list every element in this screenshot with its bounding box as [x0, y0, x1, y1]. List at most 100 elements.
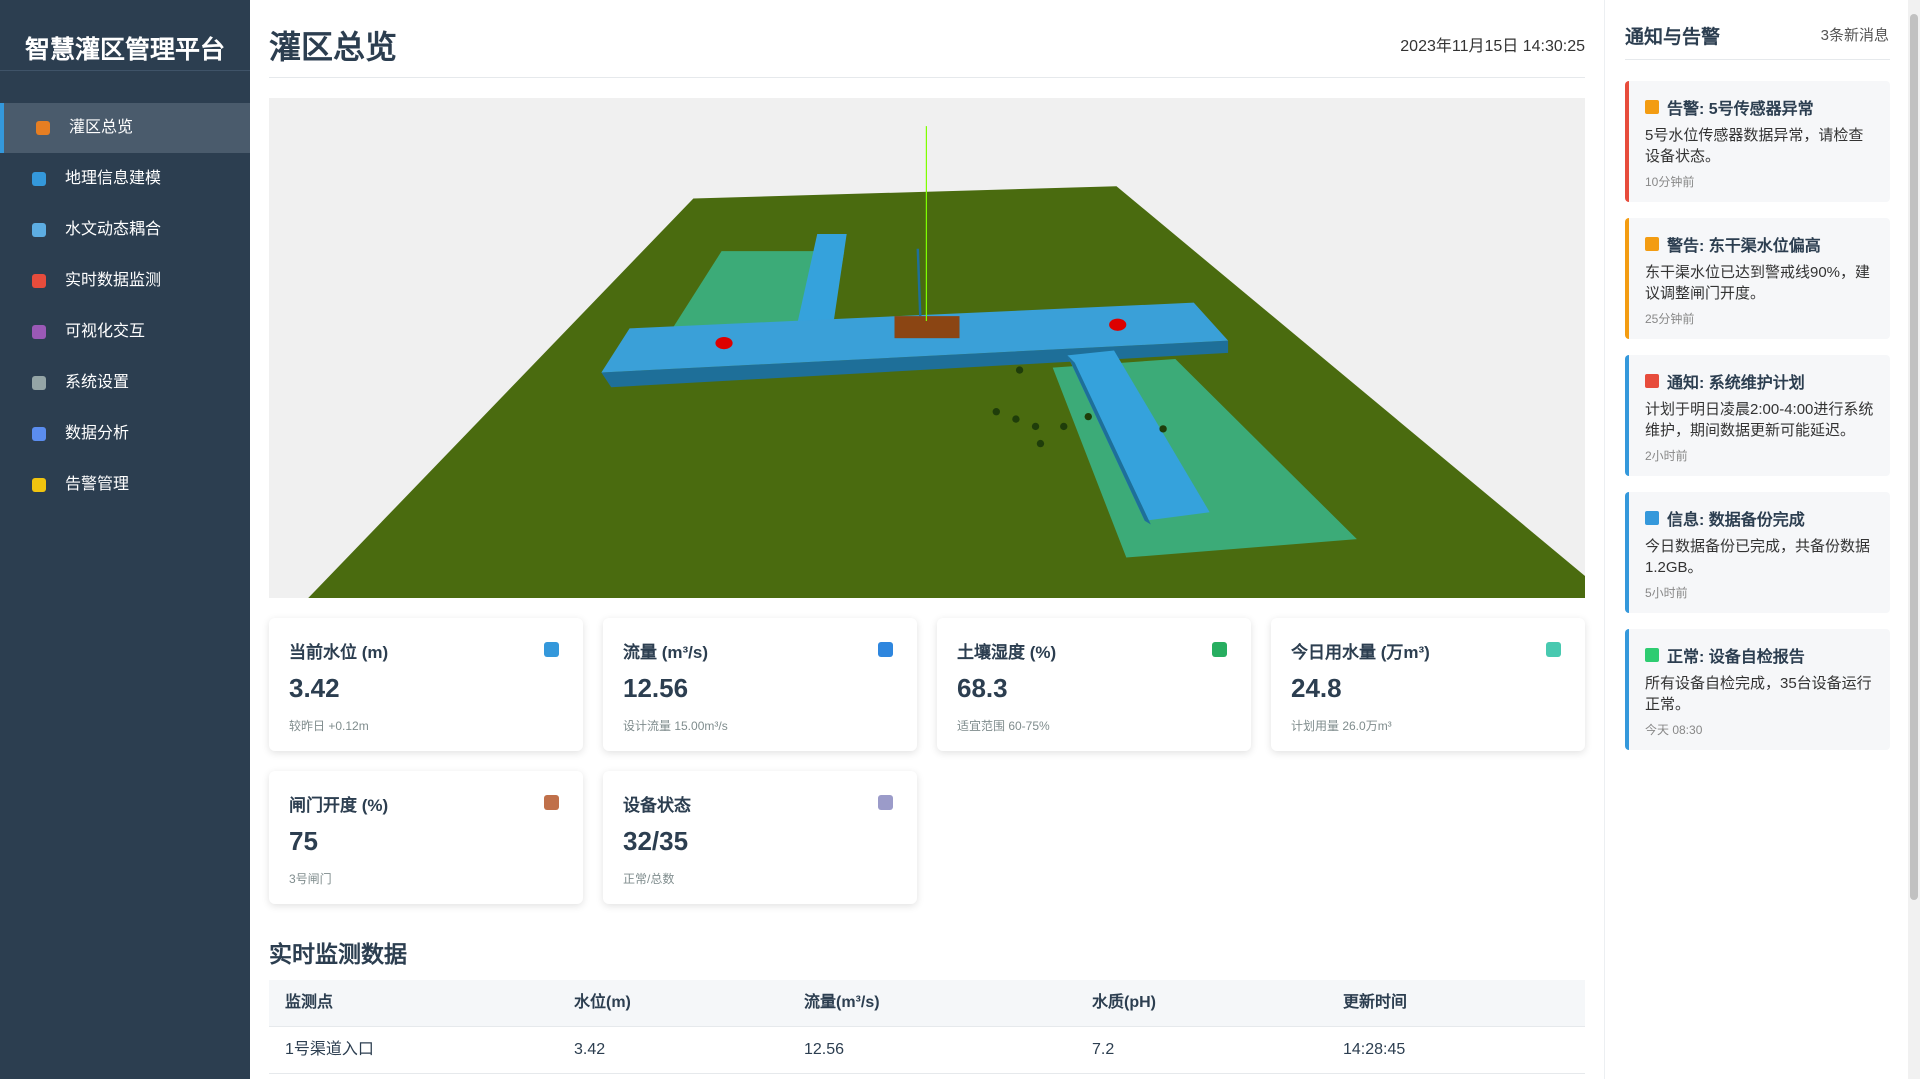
menu-item[interactable]: 系统设置 [0, 358, 250, 408]
notification-body: 东干渠水位已达到警戒线90%，建议调整闸门开度。 [1645, 264, 1871, 302]
notification[interactable]: 通知: 系统维护计划计划于明日凌晨2:00-4:00进行系统维护，期间数据更新可… [1625, 355, 1890, 476]
stat-icon [878, 795, 893, 810]
stat-label: 土壤湿度 (%) [957, 643, 1057, 662]
notification[interactable]: 正常: 设备自检报告所有设备自检完成，35台设备运行正常。今天 08:30 [1625, 629, 1890, 750]
notification-icon [1645, 511, 1659, 525]
notification-title: 告警: 5号传感器异常 [1645, 95, 1876, 119]
menu-icon [32, 325, 46, 339]
stat-label: 闸门开度 (%) [289, 796, 389, 815]
datetime: 2023年11月15日 14:30:25 [1400, 38, 1585, 55]
stat-label: 当前水位 (m) [289, 643, 389, 662]
notification-title: 正常: 设备自检报告 [1645, 643, 1876, 667]
stat-icon [1212, 642, 1227, 657]
section-title: 实时监测数据 [269, 941, 407, 967]
notification-panel: 通知与告警 3条新消息 告警: 5号传感器异常 5号水位传感器数据异常，请检查设备… [1604, 0, 1909, 1079]
stat-card: 闸门开度 (%) 75 3号闸门 [269, 771, 583, 904]
main: 灌区总览 2023年11月15日 14:30:25 当前水位 (m) 3.42 较昨… [269, 0, 1585, 1079]
scroll-thumb[interactable] [1910, 14, 1918, 900]
stat-card: 当前水位 (m) 3.42 较昨日 +0.12m [269, 618, 583, 751]
notification-title: 信息: 数据备份完成 [1645, 506, 1876, 530]
notification-icon [1645, 374, 1659, 388]
menu-icon [32, 376, 46, 390]
notification[interactable]: 告警: 5号传感器异常 5号水位传感器数据异常，请检查设备状态。 10分钟前 [1625, 81, 1890, 202]
notification-title-text: 正常: 设备自检报告 [1667, 649, 1805, 666]
menu-item[interactable]: 可视化交互 [0, 307, 250, 357]
channel-side [601, 340, 1229, 388]
stat-value: 3.42 [289, 673, 340, 703]
sidebar: 智慧灌区管理平台 灌区总览 地理信息建模 水文动态耦合 实时数据监测 可视化交互 系统设置… [0, 0, 250, 1079]
stat-value: 12.56 [623, 673, 689, 703]
3d-scene[interactable] [269, 98, 1585, 598]
scrollbar[interactable] [1908, 0, 1920, 1079]
trees [992, 366, 1167, 448]
notification-title-text: 警告: 东干渠水位偏高 [1667, 238, 1821, 255]
column-header: 水质(pH) [1092, 994, 1156, 1011]
notification-title: 通知: 系统维护计划 [1645, 369, 1876, 393]
notification-body: 5号水位传感器数据异常，请检查设备状态。 [1645, 127, 1864, 165]
notification-list: 告警: 5号传感器异常 5号水位传感器数据异常，请检查设备状态。 10分钟前警告: … [1625, 81, 1890, 750]
stat-icon [544, 795, 559, 810]
notification-title: 警告: 东干渠水位偏高 [1645, 232, 1876, 256]
table-cell: 7.2 [1092, 1041, 1115, 1058]
menu-item[interactable]: 数据分析 [0, 409, 250, 459]
stat-value: 68.3 [957, 673, 1008, 703]
notification[interactable]: 警告: 东干渠水位偏高东干渠水位已达到警戒线90%，建议调整闸门开度。 25分钟前 [1625, 218, 1890, 339]
stat-icon [1546, 642, 1561, 657]
stat-value: 24.8 [1291, 673, 1342, 703]
stat-value: 32/35 [623, 826, 689, 856]
stat-value: 75 [289, 826, 318, 856]
gate [894, 316, 960, 339]
notification-title-text: 告警: 5号传感器异常 [1667, 101, 1814, 118]
notification-body: 计划于明日凌晨2:00-4:00进行系统维护，期间数据更新可能延迟。 [1645, 401, 1874, 439]
stat-note: 设计流量 15.00m³/s [623, 719, 728, 733]
notification-title-text: 通知: 系统维护计划 [1667, 375, 1805, 392]
divider [269, 77, 1585, 78]
sensor[interactable] [715, 336, 733, 350]
menu-icon [32, 274, 46, 288]
menu-item[interactable]: 灌区总览 [0, 103, 250, 153]
stat-label: 流量 (m³/s) [623, 643, 708, 662]
menu-icon [32, 223, 46, 237]
menu-item[interactable]: 地理信息建模 [0, 154, 250, 204]
menu-item[interactable]: 实时数据监测 [0, 256, 250, 306]
notification-time: 2小时前 [1645, 449, 1688, 463]
sensor[interactable] [1109, 318, 1127, 331]
notification[interactable]: 信息: 数据备份完成今日数据备份已完成，共备份数据1.2GB。 5小时前 [1625, 492, 1890, 613]
notification-time: 25分钟前 [1645, 312, 1695, 326]
message-count: 3条新消息 [1820, 27, 1889, 44]
channel [795, 234, 847, 334]
stat-card: 流量 (m³/s) 12.56 设计流量 15.00m³/s [603, 618, 917, 751]
table-cell: 1号渠道入口 [285, 1041, 374, 1058]
panel-title: 通知与告警 [1625, 27, 1721, 48]
notification-icon [1645, 100, 1659, 114]
divider [1625, 59, 1890, 60]
notification-body: 今日数据备份已完成，共备份数据1.2GB。 [1645, 538, 1871, 576]
notification-time: 今天 08:30 [1645, 723, 1703, 737]
app-title: 智慧灌区管理平台 [24, 36, 225, 64]
notification-icon [1645, 648, 1659, 662]
stat-label: 设备状态 [623, 796, 691, 815]
notification-body: 所有设备自检完成，35台设备运行正常。 [1645, 675, 1872, 713]
channel-side [1067, 355, 1151, 525]
stat-note: 3号闸门 [289, 872, 332, 886]
stat-card: 土壤湿度 (%) 68.3 适宜范围 60-75% [937, 618, 1251, 751]
table-cell: 12.56 [804, 1041, 845, 1058]
column-header: 更新时间 [1343, 994, 1408, 1011]
menu-item[interactable]: 告警管理 [0, 460, 250, 510]
stat-icon [544, 642, 559, 657]
stat-card: 设备状态 32/35 正常/总数 [603, 771, 917, 904]
channel [1067, 350, 1210, 521]
column-header: 流量(m³/s) [804, 994, 880, 1011]
notification-time: 5小时前 [1645, 586, 1688, 600]
menu-icon [32, 172, 46, 186]
menu-icon [32, 427, 46, 441]
notification-title-text: 信息: 数据备份完成 [1667, 512, 1805, 529]
table-row: 1号渠道入口 3.42 12.56 7.2 14:28:45 [269, 1027, 1585, 1074]
notification-time: 10分钟前 [1645, 175, 1695, 189]
pole [916, 248, 922, 317]
stat-note: 计划用量 26.0万m³ [1291, 719, 1392, 733]
column-header: 监测点 [285, 994, 334, 1011]
table-cell: 3.42 [574, 1041, 606, 1058]
table-cell: 14:28:45 [1343, 1041, 1406, 1058]
menu-item[interactable]: 水文动态耦合 [0, 205, 250, 255]
